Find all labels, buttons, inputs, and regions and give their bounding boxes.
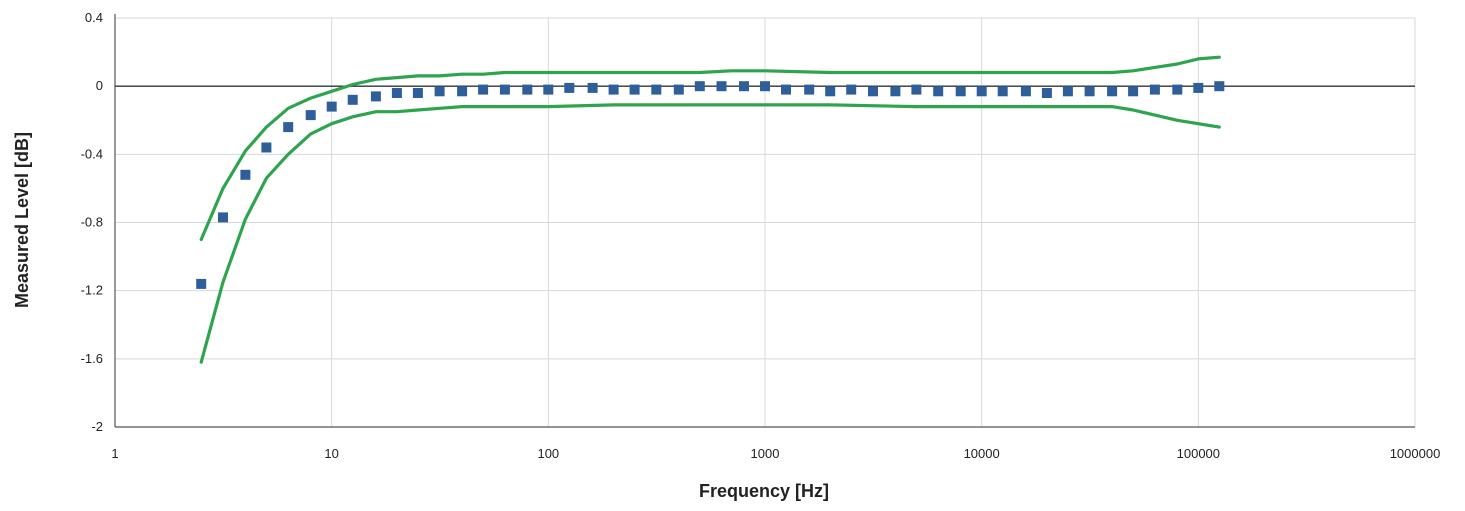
- x-tick-label: 1: [111, 446, 118, 461]
- grid-layer: [114, 17, 1416, 428]
- measured-point: [457, 86, 468, 97]
- measured-point: [240, 169, 251, 180]
- y-axis-title: Measured Level [dB]: [12, 132, 32, 308]
- y-tick-label: 0.4: [85, 10, 103, 25]
- measured-point: [499, 84, 510, 95]
- series-layer: [196, 55, 1225, 364]
- measured-point: [478, 84, 489, 95]
- measured-point: [1149, 84, 1160, 95]
- x-tick-label: 1000000: [1390, 446, 1441, 461]
- measured-point: [305, 110, 316, 121]
- measured-point: [218, 212, 228, 223]
- measured-point: [543, 84, 554, 95]
- measured-point: [804, 84, 815, 95]
- measured-point: [997, 86, 1008, 97]
- measured-point: [1172, 84, 1183, 95]
- measured-point: [716, 81, 727, 92]
- x-tick-label: 1000: [751, 446, 780, 461]
- measured-point: [261, 142, 272, 153]
- measured-point: [1193, 82, 1204, 93]
- measured-point: [587, 82, 598, 93]
- measured-point: [412, 88, 423, 98]
- measured-point: [846, 84, 857, 95]
- measured-point: [608, 84, 619, 95]
- y-tick-label: -0.4: [81, 146, 103, 161]
- measured-point: [1128, 86, 1139, 97]
- x-axis-title: Frequency [Hz]: [699, 481, 829, 501]
- x-tick-label: 10000: [964, 446, 1000, 461]
- measured-point: [434, 86, 445, 97]
- x-tick-label: 100000: [1177, 446, 1220, 461]
- measured-point: [911, 84, 922, 95]
- measured-point: [1041, 88, 1052, 98]
- measured-point: [629, 84, 640, 95]
- measured-point: [781, 84, 791, 95]
- measured-point: [564, 82, 575, 93]
- measured-point: [976, 86, 987, 97]
- measured-point: [391, 88, 402, 98]
- upper-limit-line: [199, 55, 1221, 242]
- measured-point: [326, 101, 337, 112]
- measured-point: [760, 81, 770, 92]
- y-tick-label: -0.8: [81, 215, 103, 230]
- tick-label-layer: 1 10 100 1000 10000 100000 1000000 0.4 0 -0.4 -0.8…: [81, 10, 1441, 461]
- y-tick-label: 0: [96, 78, 103, 93]
- measured-point: [933, 86, 944, 97]
- measured-point: [347, 94, 358, 105]
- y-tick-label: -1.6: [81, 351, 103, 366]
- measured-point: [522, 84, 533, 95]
- lower-limit-line: [199, 103, 1221, 364]
- measured-point: [196, 278, 207, 289]
- measured-point: [1062, 86, 1073, 97]
- measured-point: [1020, 86, 1031, 97]
- y-tick-label: -2: [91, 419, 103, 434]
- measured-point: [673, 84, 684, 95]
- measured-point: [283, 122, 294, 133]
- measured-point: [651, 84, 662, 95]
- measured-point: [955, 86, 966, 97]
- measured-point: [694, 81, 705, 92]
- measured-point: [739, 81, 749, 92]
- x-tick-label: 100: [537, 446, 559, 461]
- measured-point: [890, 86, 901, 97]
- x-tick-label: 10: [324, 446, 338, 461]
- measured-point: [868, 86, 878, 97]
- measured-point: [825, 86, 836, 97]
- measured-point: [1084, 86, 1095, 97]
- measured-point: [1214, 81, 1225, 92]
- measured-point: [370, 91, 381, 102]
- measured-point: [1107, 86, 1118, 97]
- y-tick-label: -1.2: [81, 283, 103, 298]
